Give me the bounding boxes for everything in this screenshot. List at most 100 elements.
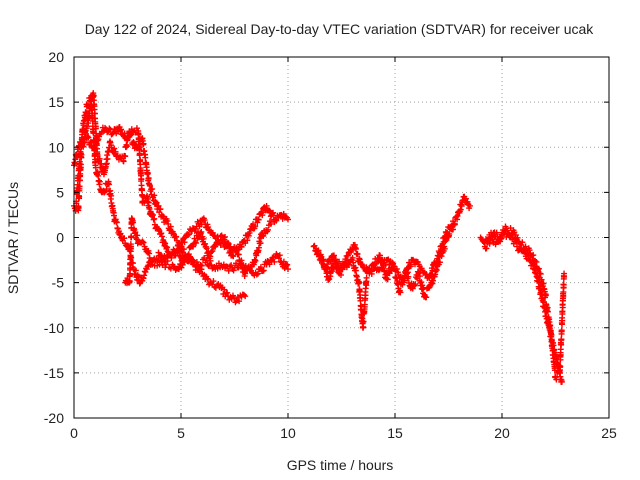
data-point-plus [434, 255, 441, 262]
data-point-plus [542, 307, 549, 314]
data-point-plus [136, 150, 143, 157]
data-point-plus [92, 125, 99, 132]
data-point-plus [560, 273, 567, 280]
grid-lines [74, 57, 609, 418]
y-tick-label: 5 [56, 184, 64, 200]
data-point-plus [144, 170, 151, 177]
data-points [71, 90, 568, 385]
x-tick-label: 20 [494, 425, 510, 441]
data-point-plus [446, 230, 453, 237]
data-point-plus [336, 266, 343, 273]
data-point-plus [198, 228, 205, 235]
data-point-plus [283, 214, 290, 221]
data-point-plus [201, 217, 208, 224]
data-point-plus [205, 276, 212, 283]
data-point-plus [277, 212, 284, 219]
data-point-plus [355, 280, 362, 287]
data-point-plus [173, 233, 180, 240]
data-point-plus [558, 336, 565, 343]
data-point-plus [329, 268, 336, 275]
data-point-plus [108, 192, 115, 199]
data-point-plus [397, 289, 404, 296]
data-point-plus [190, 243, 197, 250]
data-point-plus [542, 292, 549, 299]
data-point-plus [497, 235, 504, 242]
data-point-plus [81, 136, 88, 143]
data-point-plus [85, 120, 92, 127]
data-point-plus [154, 262, 161, 269]
data-point-plus [381, 267, 388, 274]
data-point-plus [336, 258, 343, 265]
data-point-plus [436, 249, 443, 256]
data-point-plus [127, 253, 134, 260]
data-point-plus [266, 218, 273, 225]
data-point-plus [258, 209, 265, 216]
data-point-plus [93, 132, 100, 139]
data-point-plus [158, 233, 165, 240]
data-point-plus [259, 212, 266, 219]
data-point-plus [235, 251, 242, 258]
data-point-plus [140, 239, 147, 246]
data-point-plus [332, 256, 339, 263]
data-point-plus [436, 259, 443, 266]
data-point-plus [560, 281, 567, 288]
data-point-plus [358, 261, 365, 268]
x-tick-labels: 0 5 10 15 20 25 [70, 57, 617, 441]
data-point-plus [181, 239, 188, 246]
chart-title: Day 122 of 2024, Sidereal Day-to-day VTE… [85, 21, 595, 37]
data-point-plus [255, 216, 262, 223]
data-point-plus [144, 195, 151, 202]
data-point-plus [266, 261, 273, 268]
data-point-plus [162, 258, 169, 265]
y-tick-label: -5 [52, 275, 65, 291]
data-point-plus [107, 138, 114, 145]
data-point-plus [117, 127, 124, 134]
y-tick-label: 10 [48, 139, 64, 155]
data-point-plus [362, 292, 369, 299]
data-point-plus [138, 176, 145, 183]
data-point-plus [103, 161, 110, 168]
data-point-plus [462, 195, 469, 202]
data-point-plus [412, 281, 419, 288]
data-point-plus [269, 210, 276, 217]
data-point-plus [483, 245, 490, 252]
data-point-plus [172, 252, 179, 259]
data-point-plus [273, 217, 280, 224]
data-point-plus [159, 262, 166, 269]
data-point-plus [342, 258, 349, 265]
data-point-plus [134, 232, 141, 239]
data-point-plus [179, 261, 186, 268]
data-point-plus [457, 206, 464, 213]
x-axis-label: GPS time / hours [287, 457, 394, 473]
data-point-plus [378, 264, 385, 271]
data-point-plus [539, 295, 546, 302]
data-point-plus [180, 249, 187, 256]
data-point-plus [268, 257, 275, 264]
data-point-plus [364, 266, 371, 273]
data-point-plus [185, 231, 192, 238]
data-point-plus [240, 262, 247, 269]
data-point-plus [139, 238, 146, 245]
data-point-plus [535, 278, 542, 285]
data-point-plus [337, 271, 344, 278]
data-point-plus [134, 145, 141, 152]
data-point-plus [186, 231, 193, 238]
data-point-plus [271, 258, 278, 265]
data-point-plus [416, 273, 423, 280]
data-point-plus [149, 185, 156, 192]
data-point-plus [128, 131, 135, 138]
data-point-plus [178, 264, 185, 271]
data-point-plus [200, 235, 207, 242]
data-point-plus [360, 318, 367, 325]
data-point-plus [407, 263, 414, 270]
data-point-plus [491, 233, 498, 240]
data-point-plus [192, 240, 199, 247]
data-point-plus [96, 155, 103, 162]
data-point-plus [167, 223, 174, 230]
data-point-plus [558, 377, 565, 384]
data-point-plus [394, 269, 401, 276]
data-point-plus [140, 140, 147, 147]
data-point-plus [238, 243, 245, 250]
data-point-plus [209, 248, 216, 255]
y-tick-label: 20 [48, 49, 64, 65]
